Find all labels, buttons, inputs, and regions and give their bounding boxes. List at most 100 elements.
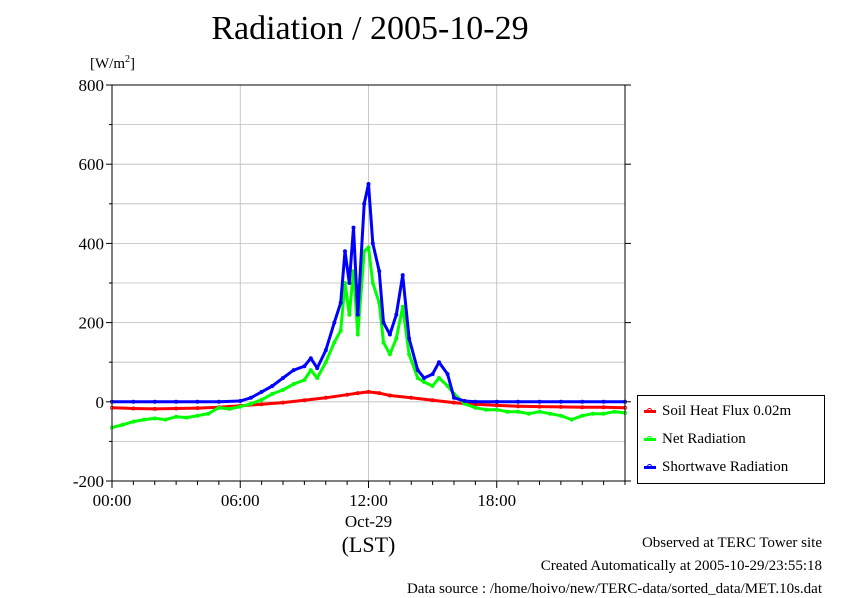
y-tick-label: -200 <box>73 472 104 491</box>
series-point-1 <box>381 340 386 345</box>
legend-label-net-radiation: Net Radiation <box>662 431 746 447</box>
series-point-1 <box>370 280 375 285</box>
series-point-1 <box>394 336 399 341</box>
series-point-2 <box>580 399 585 404</box>
series-point-1 <box>206 411 211 416</box>
series-point-2 <box>451 395 456 400</box>
series-point-2 <box>494 399 499 404</box>
series-point-1 <box>332 340 337 345</box>
series-point-0 <box>259 402 264 407</box>
series-point-1 <box>407 352 412 357</box>
series-point-0 <box>387 393 392 398</box>
series-point-0 <box>366 389 371 394</box>
legend-swatch-soil-heat-flux <box>644 408 656 414</box>
series-point-1 <box>548 411 553 416</box>
series-point-1 <box>323 360 328 365</box>
series-point-0 <box>409 395 414 400</box>
series-point-2 <box>516 399 521 404</box>
footer-created: Created Automatically at 2005-10-29/23:5… <box>540 558 822 574</box>
series-point-1 <box>227 406 232 411</box>
series-point-0 <box>152 406 157 411</box>
series-point-0 <box>430 398 435 403</box>
series-point-2 <box>362 201 367 206</box>
y-unit-sup: 2 <box>125 54 130 65</box>
series-point-1 <box>436 375 441 380</box>
series-point-2 <box>315 366 320 371</box>
series-point-2 <box>430 372 435 377</box>
series-point-1 <box>195 413 200 418</box>
series-point-1 <box>494 407 499 412</box>
chart-title: Radiation / 2005-10-29 <box>211 10 529 47</box>
x-tick-label: 00:00 <box>93 491 132 510</box>
series-point-1 <box>270 391 275 396</box>
series-point-2 <box>131 399 136 404</box>
series-point-1 <box>259 397 264 402</box>
series-point-1 <box>422 379 427 384</box>
series-point-1 <box>174 414 179 419</box>
series-point-2 <box>280 375 285 380</box>
series-point-1 <box>569 417 574 422</box>
series-point-0 <box>558 404 563 409</box>
grid-lines <box>112 85 625 481</box>
series-point-1 <box>505 409 510 414</box>
series-point-2 <box>323 348 328 353</box>
series-line-2 <box>112 182 625 404</box>
series-point-1 <box>302 377 307 382</box>
series-point-1 <box>484 407 489 412</box>
series-point-2 <box>342 249 347 254</box>
series-point-1 <box>580 413 585 418</box>
series-point-2 <box>394 312 399 317</box>
series-point-1 <box>184 415 189 420</box>
series-point-2 <box>238 398 243 403</box>
series-point-1 <box>120 422 125 427</box>
x-axis: 00:00 06:00 12:00 18:00 Oct-29(LST) <box>93 481 626 557</box>
series-point-2 <box>422 375 427 380</box>
footer-source: Data source : /home/hoivo/new/TERC-data/… <box>406 581 822 597</box>
series-point-2 <box>387 332 392 337</box>
series-point-2 <box>436 360 441 365</box>
series-point-1 <box>366 245 371 250</box>
series-point-2 <box>152 399 157 404</box>
series-point-1 <box>526 411 531 416</box>
series-point-1 <box>238 404 243 409</box>
series-point-1 <box>338 328 343 333</box>
series-point-1 <box>601 411 606 416</box>
series-point-1 <box>355 332 360 337</box>
y-unit-close: ] <box>130 56 135 72</box>
series-point-1 <box>516 409 521 414</box>
legend-item-soil-heat-flux: Soil Heat Flux 0.02m <box>644 401 791 421</box>
series-point-0 <box>355 391 360 396</box>
series-point-2 <box>601 399 606 404</box>
series-point-1 <box>216 405 221 410</box>
y-tick-label: 200 <box>79 314 105 333</box>
series-point-1 <box>142 417 147 422</box>
series-point-0 <box>174 406 179 411</box>
series-point-1 <box>415 375 420 380</box>
x-tick-label: 12:00 <box>349 491 388 510</box>
y-tick-label: 800 <box>79 76 105 95</box>
series-point-1 <box>612 409 617 414</box>
series-point-2 <box>174 399 179 404</box>
y-tick-label: 0 <box>96 393 105 412</box>
legend-label-soil-heat-flux: Soil Heat Flux 0.02m <box>662 403 792 419</box>
legend-swatch-net-radiation <box>644 436 656 442</box>
series-point-1 <box>163 417 168 422</box>
legend: Soil Heat Flux 0.02m Net Radiation Short… <box>637 395 825 484</box>
series-point-2 <box>291 368 296 373</box>
series-point-2 <box>270 383 275 388</box>
series-point-2 <box>351 225 356 230</box>
series-point-2 <box>259 389 264 394</box>
series-point-1 <box>280 387 285 392</box>
series-point-2 <box>400 273 405 278</box>
series-point-2 <box>248 395 253 400</box>
series-point-2 <box>445 372 450 377</box>
series-point-2 <box>377 269 382 274</box>
series-point-2 <box>308 356 313 361</box>
series-point-2 <box>355 312 360 317</box>
series-point-2 <box>195 399 200 404</box>
series-point-0 <box>580 405 585 410</box>
series-point-1 <box>308 368 313 373</box>
series-point-1 <box>558 413 563 418</box>
series-point-2 <box>537 399 542 404</box>
series-point-0 <box>537 404 542 409</box>
